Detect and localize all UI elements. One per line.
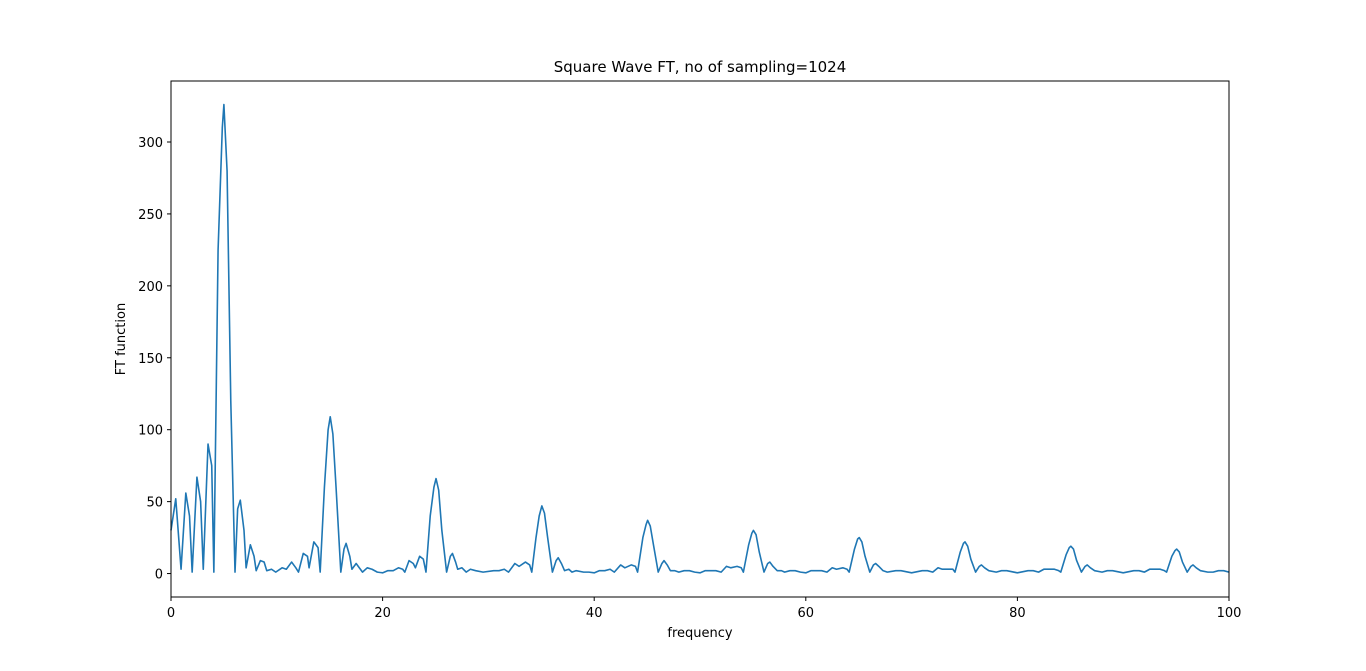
plot-frame	[170, 80, 1230, 598]
chart-title: Square Wave FT, no of sampling=1024	[554, 58, 847, 76]
y-tick-label: 300	[138, 136, 163, 151]
y-tick-label: 50	[146, 496, 163, 511]
x-tick-label: 40	[586, 606, 603, 621]
x-tick-label: 80	[1009, 606, 1026, 621]
x-tick-label: 20	[374, 606, 391, 621]
y-axis-label: FT function	[114, 303, 129, 375]
y-tick-label: 150	[138, 352, 163, 367]
x-tick-label: 60	[798, 606, 815, 621]
y-tick-label: 100	[138, 424, 163, 439]
y-tick-label: 200	[138, 280, 163, 295]
x-axis-label: frequency	[667, 626, 733, 641]
x-tick-label: 100	[1217, 606, 1242, 621]
y-tick-label: 0	[155, 568, 163, 583]
data-line	[170, 103, 1230, 574]
x-tick-label: 0	[167, 606, 175, 621]
y-tick-label: 250	[138, 208, 163, 223]
